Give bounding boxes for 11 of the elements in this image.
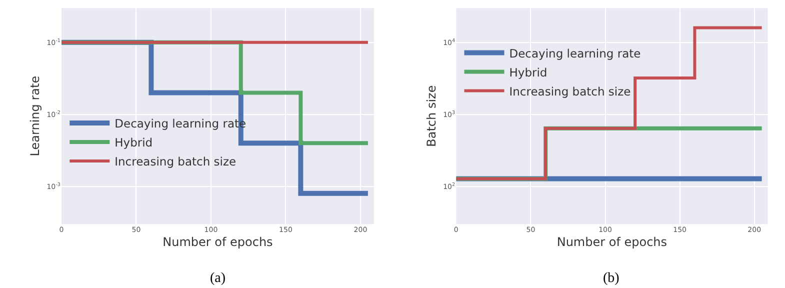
x-axis-title: Number of epochs (162, 234, 273, 249)
legend-label: Hybrid (509, 65, 548, 80)
x-axis-title: Number of epochs (556, 234, 668, 249)
y-axis-title: Batch size (424, 85, 438, 147)
legend-label: Hybrid (114, 135, 153, 150)
text: (a) (210, 271, 226, 286)
legend-label: Decaying learning rate (509, 46, 641, 60)
legend-label: Increasing batch size (509, 84, 631, 98)
legend-label: Increasing batch size (114, 154, 236, 168)
y-axis-title: Learning rate (28, 76, 42, 156)
text: (b) (603, 271, 620, 286)
